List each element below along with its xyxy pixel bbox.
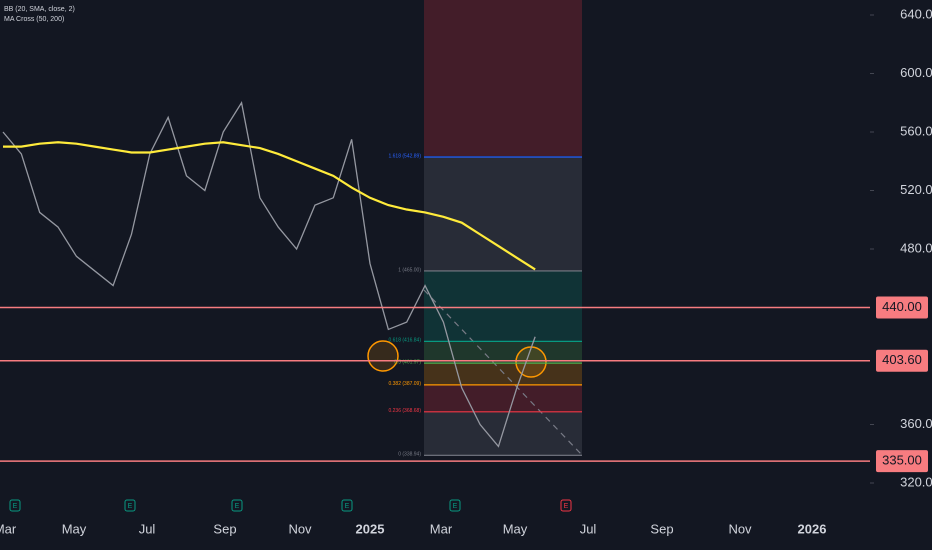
x-tick-label: May	[503, 521, 528, 536]
highlight-circle	[515, 346, 547, 378]
x-tick-label: Sep	[213, 521, 236, 536]
x-tick-label: 2026	[798, 521, 827, 536]
fib-label: 0 (338.94)	[398, 452, 421, 458]
earnings-marker	[231, 499, 243, 512]
fib-label: 0.236 (368.68)	[388, 408, 421, 414]
fib-label: 1 (465.00)	[398, 267, 421, 273]
level-tag	[876, 349, 928, 372]
y-tick-label: 320.00	[900, 474, 932, 489]
fib-zone	[424, 270, 582, 342]
level-tag	[876, 296, 928, 319]
x-tick-label: Nov	[728, 521, 752, 536]
earnings-label: E	[235, 503, 240, 510]
x-tick-label: Mar	[0, 521, 17, 536]
earnings-label: E	[345, 503, 350, 510]
x-tick-label: May	[62, 521, 87, 536]
price-line	[2, 101, 536, 448]
indicator-label: MA Cross (50, 200)	[4, 16, 64, 23]
fib-zone	[424, 363, 582, 385]
earnings-label: E	[13, 503, 18, 510]
trend-line	[423, 289, 583, 456]
earnings-label: E	[453, 503, 458, 510]
x-tick-label: Mar	[430, 521, 453, 536]
level-tag	[876, 450, 928, 473]
y-tick-label: 520.00	[900, 182, 932, 197]
x-tick-label: Sep	[650, 521, 673, 536]
fib-zone	[424, 157, 582, 271]
earnings-label: E	[128, 503, 133, 510]
x-tick-label: Jul	[139, 521, 156, 536]
x-tick-label: 2025	[356, 521, 385, 536]
y-tick-label: 640.00	[900, 6, 932, 21]
fib-label: 0.618 (416.84)	[388, 338, 421, 344]
y-tick-label: 480.00	[900, 240, 932, 255]
y-tick-label: 360.00	[900, 416, 932, 431]
fib-label: 0.5 (401.97)	[394, 359, 421, 365]
earnings-marker	[341, 499, 353, 512]
level-label: 335.00	[882, 453, 922, 468]
highlight-circle	[367, 340, 399, 372]
price-line	[3, 141, 536, 271]
earnings-marker	[449, 499, 461, 512]
earnings-label: E	[564, 503, 569, 510]
fib-label: 0.382 (387.09)	[388, 381, 421, 387]
x-tick-label: Nov	[288, 521, 312, 536]
fib-zone	[424, 384, 582, 412]
earnings-marker	[560, 499, 572, 512]
fib-top-zone	[424, 0, 582, 156]
earnings-marker	[9, 499, 21, 512]
y-tick-label: 560.00	[900, 123, 932, 138]
fib-zone	[424, 341, 582, 364]
earnings-marker	[124, 499, 136, 512]
x-tick-label: Jul	[580, 521, 597, 536]
y-tick-label: 600.00	[900, 65, 932, 80]
level-label: 403.60	[882, 352, 922, 367]
indicator-label: BB (20, SMA, close, 2)	[4, 6, 75, 13]
fib-label: 1.618 (542.89)	[388, 153, 421, 159]
level-label: 440.00	[882, 299, 922, 314]
